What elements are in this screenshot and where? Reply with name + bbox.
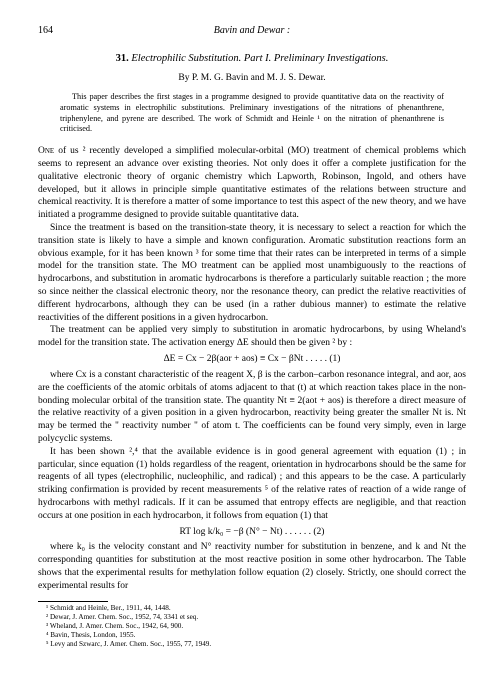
paragraph-4: where Cx is a constant characteristic of… xyxy=(38,369,466,446)
equation-2: RT log k/k₀ = −β (N° − Nt) . . . . . . (… xyxy=(38,526,466,539)
dropcap: One xyxy=(38,146,54,156)
paragraph-6: where k₀ is the velocity constant and N°… xyxy=(38,541,466,592)
byline: By P. M. G. Bavin and M. J. S. Dewar. xyxy=(38,72,466,85)
footnote-4: ⁴ Bavin, Thesis, London, 1955. xyxy=(38,631,466,640)
article-title-line: 31. Electrophilic Substitution. Part I. … xyxy=(38,52,466,66)
p1-text: of us ² recently developed a simplified … xyxy=(38,146,466,220)
equation-1: ΔE = Cx − 2β(aor + aos) ≡ Cx − βNt . . .… xyxy=(38,353,466,366)
footnote-2: ² Dewar, J. Amer. Chem. Soc., 1952, 74, … xyxy=(38,613,466,622)
byline-text: By P. M. G. Bavin and M. J. S. Dewar. xyxy=(178,73,325,83)
page: 164 Bavin and Dewar : 31. Electrophilic … xyxy=(0,0,500,669)
paragraph-1: One of us ² recently developed a simplif… xyxy=(38,145,466,222)
footnote-rule xyxy=(38,601,108,602)
footnotes: ¹ Schmidt and Heinle, Ber., 1911, 44, 14… xyxy=(38,604,466,649)
running-head-text: Bavin and Dewar : xyxy=(214,25,290,36)
page-number: 164 xyxy=(38,24,53,38)
footnote-3: ³ Wheland, J. Amer. Chem. Soc., 1942, 64… xyxy=(38,622,466,631)
paragraph-2: Since the treatment is based on the tran… xyxy=(38,222,466,325)
article-number: 31. xyxy=(116,53,129,64)
footnote-5: ⁵ Levy and Szwarc, J. Amer. Chem. Soc., … xyxy=(38,640,466,649)
abstract: This paper describes the first stages in… xyxy=(60,92,444,135)
paragraph-5: It has been shown ²,⁴ that the available… xyxy=(38,446,466,523)
paragraph-3: The treatment can be applied very simply… xyxy=(38,324,466,350)
footnote-1: ¹ Schmidt and Heinle, Ber., 1911, 44, 14… xyxy=(38,604,466,613)
running-head: 164 Bavin and Dewar : xyxy=(38,24,466,38)
article-title: Electrophilic Substitution. Part I. Prel… xyxy=(131,53,388,64)
